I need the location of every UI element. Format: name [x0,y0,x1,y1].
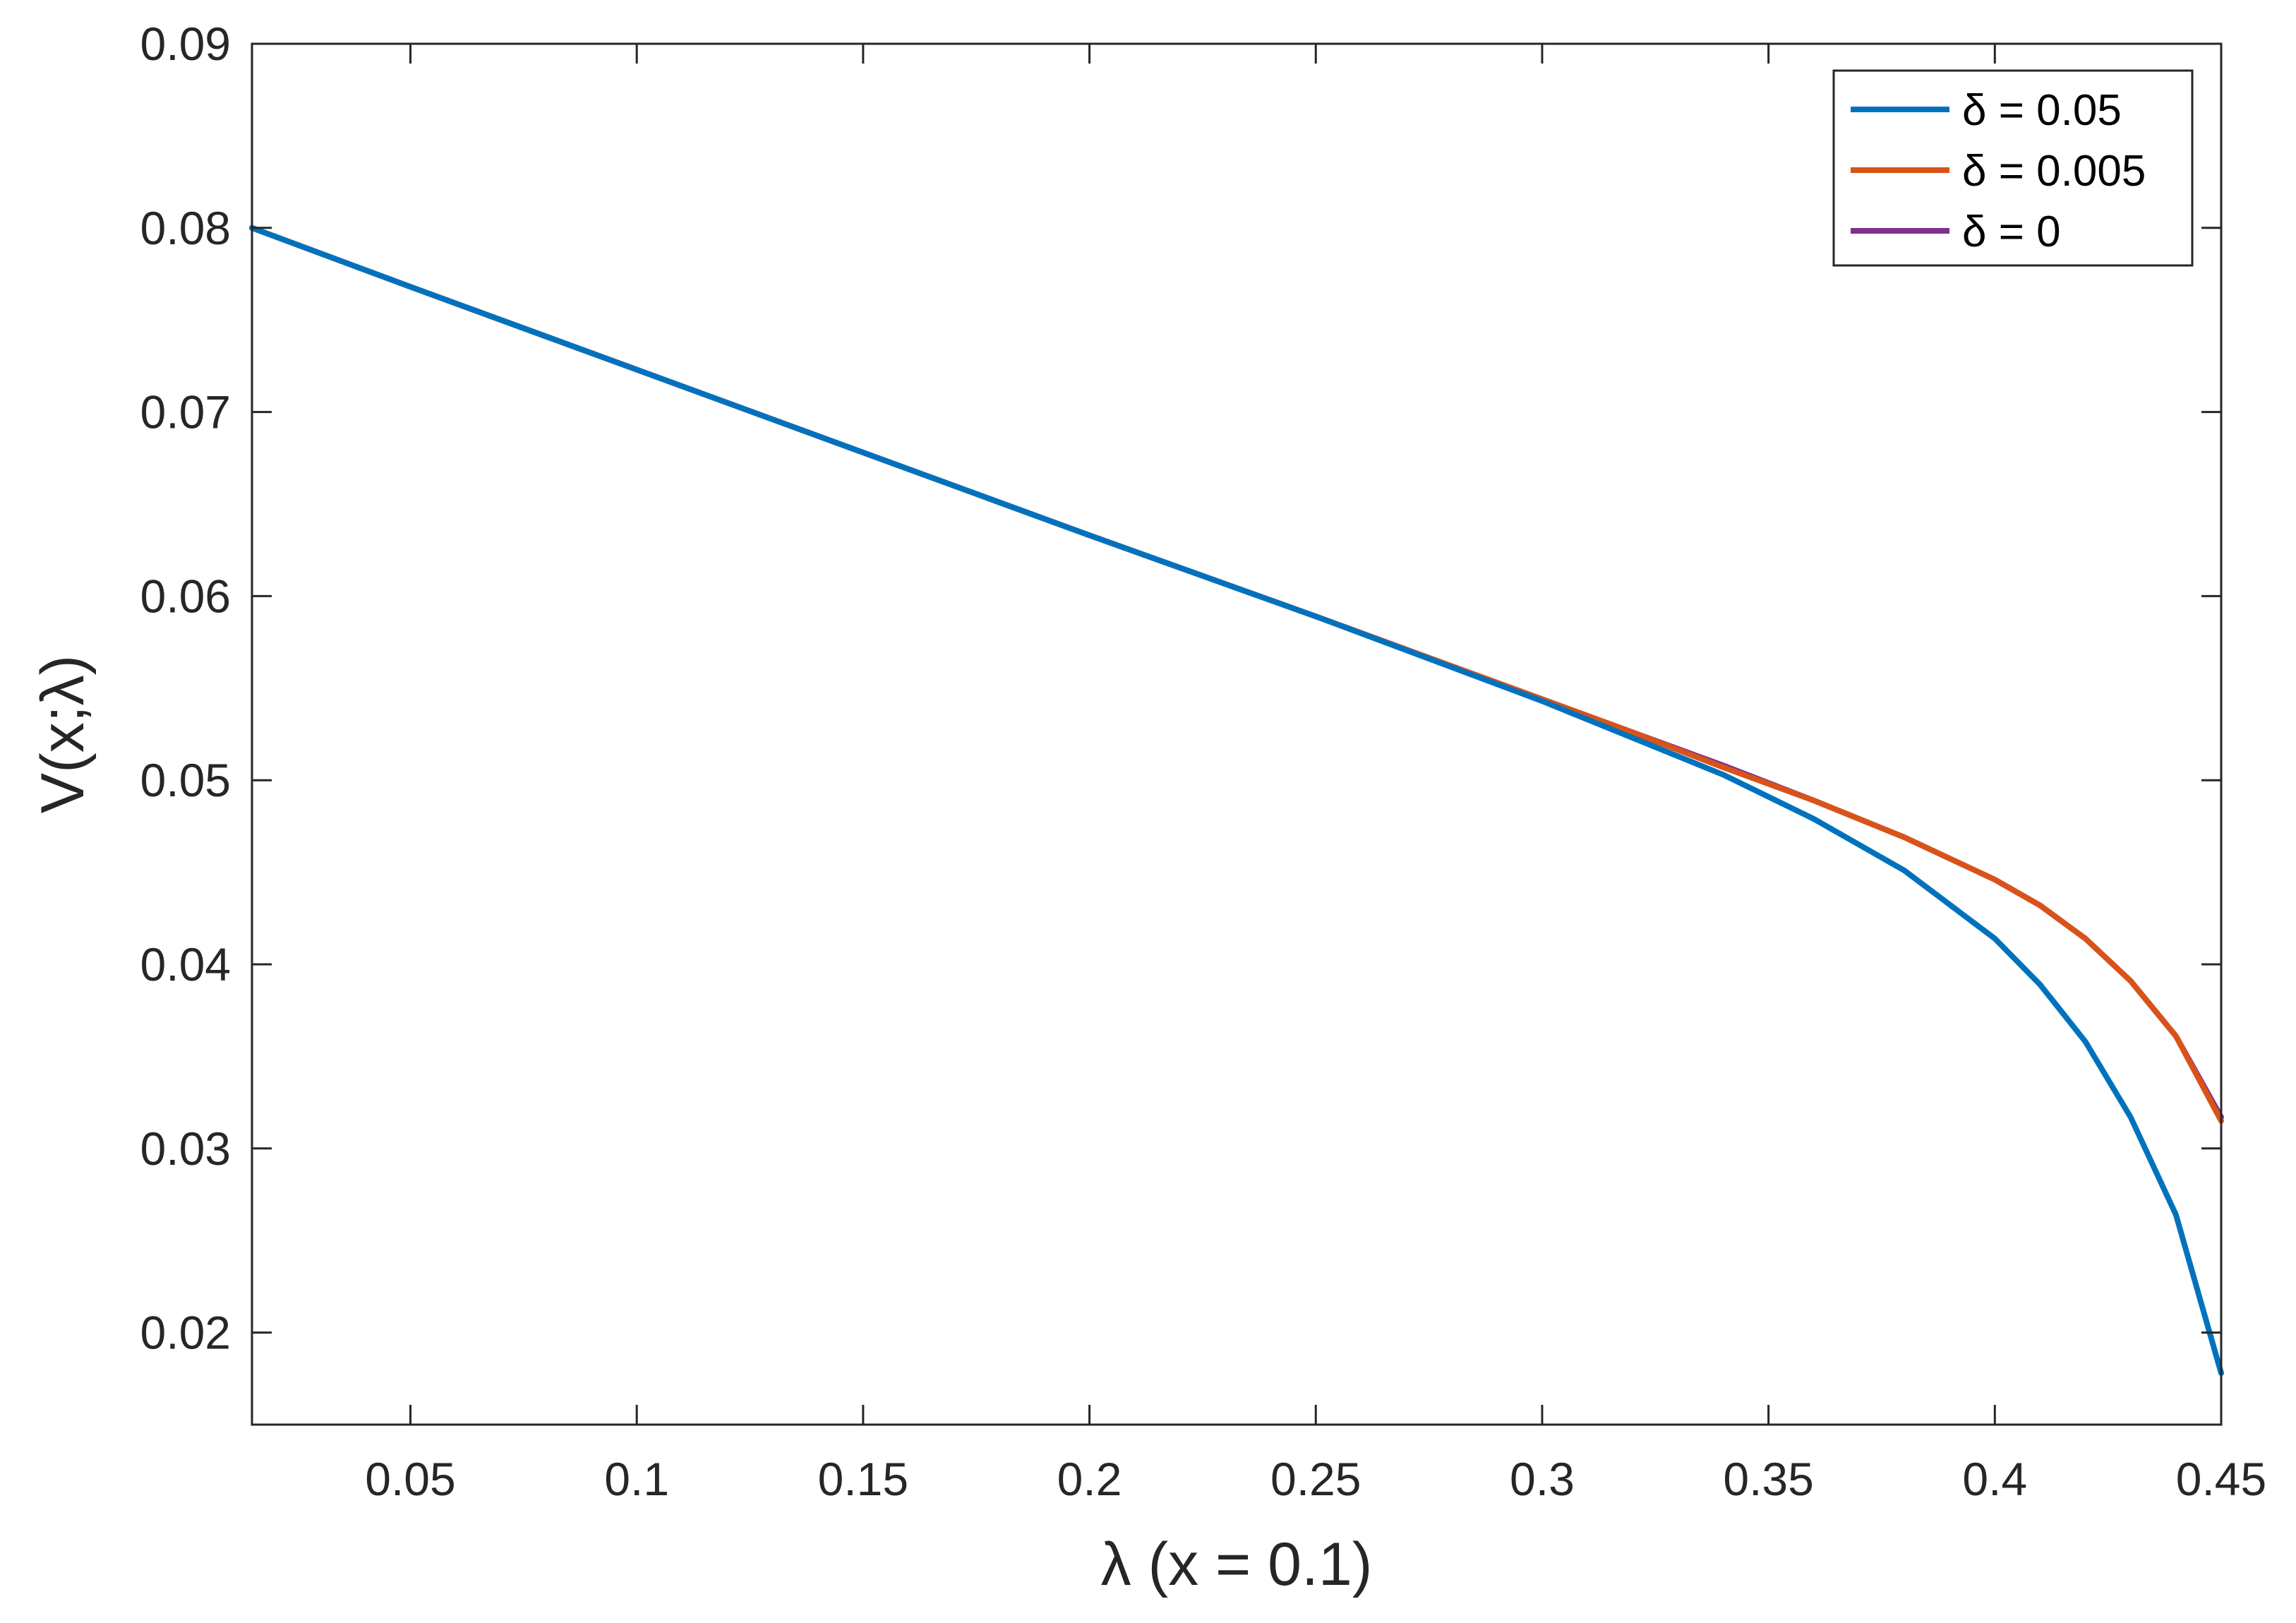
y-tick-label: 0.05 [140,754,231,806]
y-tick-label: 0.02 [140,1307,231,1359]
y-tick-label: 0.09 [140,18,231,70]
x-tick-label: 0.1 [604,1453,669,1505]
y-tick-label: 0.06 [140,570,231,622]
y-tick-label: 0.08 [140,202,231,254]
legend-label-1: δ = 0.005 [1962,147,2146,196]
tick-labels-layer: 0.05 0.1 0.15 0.2 0.25 0.3 0.35 0.4 0.45 0.02 0.03… [140,18,2267,1505]
legend-label-2: δ = 0 [1962,208,2061,256]
ticks-layer [252,42,2223,1425]
series-layer [249,224,2224,1376]
x-tick-label: 0.2 [1057,1453,1122,1505]
plot-frame [251,42,2223,1426]
x-tick-label: 0.35 [1723,1453,1813,1505]
x-axis-label: λ (x = 0.1) [1101,1531,1373,1598]
series-line-0 [249,224,2224,1376]
legend-items: δ = 0.05 δ = 0.005 δ = 0 [1851,86,2146,256]
y-tick-label: 0.04 [140,938,231,990]
y-tick-label: 0.03 [140,1122,231,1175]
x-tick-label: 0.4 [1962,1453,2027,1505]
legend: δ = 0.05 δ = 0.005 δ = 0 [1832,69,2194,267]
x-tick-label: 0.25 [1270,1453,1361,1505]
legend-label-0: δ = 0.05 [1962,86,2122,135]
x-tick-label: 0.3 [1510,1453,1575,1505]
x-tick-label: 0.15 [818,1453,908,1505]
y-tick-label: 0.07 [140,386,231,438]
y-axis-label: V(x;λ) [29,655,97,814]
x-tick-label: 0.45 [2176,1453,2266,1505]
x-tick-label: 0.05 [365,1453,455,1505]
